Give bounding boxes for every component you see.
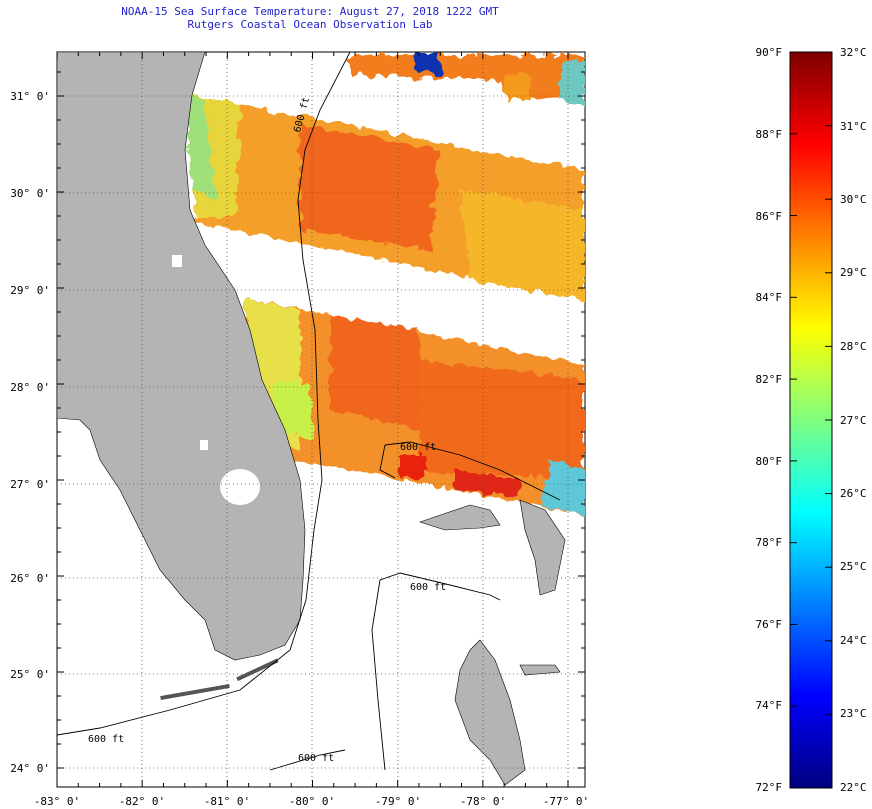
f-label: 88°F bbox=[756, 128, 783, 141]
lon-label: -80° 0' bbox=[289, 795, 335, 808]
latitude-labels: 31° 0' 30° 0' 29° 0' 28° 0' 27° 0' 26° 0… bbox=[10, 90, 50, 775]
lon-label: -82° 0' bbox=[119, 795, 165, 808]
graticule bbox=[57, 52, 585, 787]
longitude-labels: -83° 0' -82° 0' -81° 0' -80° 0' -79° 0' … bbox=[34, 795, 589, 808]
lat-label: 28° 0' bbox=[10, 381, 50, 394]
f-label: 86°F bbox=[756, 210, 783, 223]
lon-label: -81° 0' bbox=[204, 795, 250, 808]
frame-ticks bbox=[56, 52, 585, 787]
inland-lake bbox=[172, 255, 182, 267]
lat-label: 27° 0' bbox=[10, 478, 50, 491]
lat-label: 30° 0' bbox=[10, 187, 50, 200]
colorbar-f-labels: 90°F 88°F 86°F 84°F 82°F 80°F 78°F 76°F … bbox=[756, 46, 783, 794]
c-label: 28°C bbox=[840, 340, 867, 353]
abaco-land bbox=[519, 499, 566, 596]
f-label: 76°F bbox=[756, 618, 783, 631]
f-label: 82°F bbox=[756, 373, 783, 386]
lon-label: -79° 0' bbox=[375, 795, 421, 808]
colorbar-ticks bbox=[790, 51, 832, 789]
lat-label: 24° 0' bbox=[10, 762, 50, 775]
lat-label: 29° 0' bbox=[10, 284, 50, 297]
contour-label: 600 ft bbox=[400, 442, 436, 453]
lon-label: -78° 0' bbox=[460, 795, 506, 808]
contour-label: 600 ft bbox=[410, 582, 446, 593]
contour-label: 600 ft bbox=[88, 734, 124, 745]
c-label: 24°C bbox=[840, 634, 867, 647]
lat-label: 25° 0' bbox=[10, 668, 50, 681]
florida-keys bbox=[160, 658, 279, 701]
chart-title: NOAA-15 Sea Surface Temperature: August … bbox=[121, 5, 499, 18]
lake-okeechobee bbox=[220, 469, 260, 505]
sst-data-layer bbox=[185, 52, 585, 515]
c-label: 32°C bbox=[840, 46, 867, 59]
c-label: 31°C bbox=[840, 120, 867, 133]
lon-label: -83° 0' bbox=[34, 795, 80, 808]
colorbar-c-labels: 32°C 31°C 30°C 29°C 28°C 27°C 26°C 25°C … bbox=[840, 46, 867, 794]
isobath-contours bbox=[57, 52, 561, 771]
lat-label: 26° 0' bbox=[10, 572, 50, 585]
grand-bahama-land bbox=[419, 504, 501, 531]
f-label: 90°F bbox=[756, 46, 783, 59]
lat-label: 31° 0' bbox=[10, 90, 50, 103]
chart-subtitle: Rutgers Coastal Ocean Observation Lab bbox=[187, 18, 433, 31]
f-label: 78°F bbox=[756, 536, 783, 549]
berry-islands bbox=[519, 664, 561, 676]
c-label: 29°C bbox=[840, 266, 867, 279]
c-label: 26°C bbox=[840, 487, 867, 500]
c-label: 30°C bbox=[840, 193, 867, 206]
f-label: 84°F bbox=[756, 291, 783, 304]
lon-label: -77° 0' bbox=[543, 795, 589, 808]
f-label: 80°F bbox=[756, 455, 783, 468]
andros-land bbox=[454, 639, 526, 786]
c-label: 27°C bbox=[840, 414, 867, 427]
c-label: 22°C bbox=[840, 781, 867, 794]
c-label: 23°C bbox=[840, 707, 867, 720]
f-label: 74°F bbox=[756, 699, 783, 712]
f-label: 72°F bbox=[756, 781, 783, 794]
inland-lake bbox=[200, 440, 208, 450]
contour-label: 600 ft bbox=[298, 753, 334, 764]
c-label: 25°C bbox=[840, 560, 867, 573]
florida-land bbox=[57, 52, 306, 661]
